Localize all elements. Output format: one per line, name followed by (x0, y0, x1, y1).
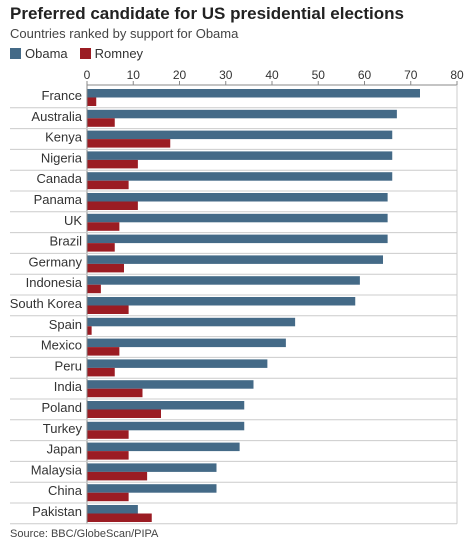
category-label: Malaysia (31, 462, 83, 477)
chart-subtitle: Countries ranked by support for Obama (10, 26, 239, 41)
chart-title: Preferred candidate for US presidential … (10, 4, 404, 23)
category-label: Poland (42, 400, 82, 415)
bar-romney (87, 492, 129, 502)
bar-obama (87, 130, 393, 140)
legend-swatch-romney (79, 48, 91, 59)
bar-obama (87, 484, 217, 493)
category-label: France (42, 88, 82, 103)
category-label: Australia (31, 109, 82, 124)
category-label: India (54, 379, 83, 394)
bar-romney (87, 388, 143, 398)
bar-obama (87, 89, 420, 98)
bar-romney (87, 471, 148, 481)
bar-romney (87, 513, 152, 522)
x-tick-label: 80 (450, 68, 464, 82)
x-tick-label: 60 (358, 68, 372, 82)
x-tick-label: 50 (312, 68, 326, 82)
category-label: South Korea (10, 296, 83, 311)
bar-obama (87, 505, 138, 514)
bar-obama (87, 255, 383, 264)
bar-obama (87, 401, 245, 410)
category-label: Mexico (41, 338, 82, 353)
bar-romney (87, 326, 92, 335)
bar-romney (87, 451, 129, 460)
bar-romney (87, 97, 97, 106)
bar-romney (87, 409, 161, 418)
bar-romney (87, 347, 120, 356)
bar-romney (87, 367, 115, 377)
legend: Obama Romney (10, 46, 155, 61)
legend-swatch-obama (10, 48, 21, 59)
category-label: Spain (49, 317, 82, 332)
legend-label-obama: Obama (25, 46, 68, 61)
bar-obama (87, 276, 360, 285)
category-label: UK (64, 213, 82, 228)
bar-romney (87, 118, 115, 127)
bar-obama (87, 297, 356, 306)
x-tick-label: 30 (219, 68, 233, 82)
bar-romney (87, 159, 138, 169)
legend-label-romney: Romney (94, 46, 144, 61)
legend-item-obama: Obama (10, 46, 68, 61)
x-tick-label: 0 (84, 68, 91, 82)
bar-obama (87, 317, 296, 327)
x-tick-label: 40 (265, 68, 279, 82)
category-label: Turkey (43, 421, 83, 436)
category-label: Indonesia (26, 275, 83, 290)
category-label: Kenya (45, 130, 83, 145)
category-label: Canada (36, 171, 82, 186)
bar-romney (87, 201, 138, 210)
bar-obama (87, 359, 268, 368)
category-label: Panama (34, 192, 83, 207)
bar-romney (87, 180, 129, 190)
bar-obama (87, 151, 393, 160)
bar-romney (87, 243, 115, 252)
bar-obama (87, 172, 393, 181)
category-label: Nigeria (41, 150, 83, 165)
bar-romney (87, 139, 171, 148)
category-label: Japan (47, 442, 82, 457)
bar-obama (87, 442, 240, 452)
bar-obama (87, 213, 388, 223)
bar-obama (87, 109, 397, 119)
bar-romney (87, 430, 129, 439)
bar-romney (87, 305, 129, 314)
bar-obama (87, 234, 388, 244)
x-tick-label: 20 (173, 68, 187, 82)
bar-obama (87, 193, 388, 202)
bar-romney (87, 222, 120, 231)
bar-obama (87, 463, 217, 472)
bar-romney (87, 284, 101, 294)
bar-obama (87, 338, 286, 348)
bar-obama (87, 380, 254, 389)
chart-source: Source: BBC/GlobeScan/PIPA (10, 528, 159, 540)
category-label: Pakistan (32, 504, 82, 519)
x-tick-label: 70 (404, 68, 418, 82)
category-label: China (48, 483, 83, 498)
bar-romney (87, 263, 124, 273)
legend-item-romney: Romney (79, 46, 144, 61)
category-label: Brazil (49, 234, 82, 249)
bar-obama (87, 421, 245, 431)
category-label: Peru (55, 358, 82, 373)
category-label: Germany (29, 254, 83, 269)
x-tick-label: 10 (127, 68, 141, 82)
